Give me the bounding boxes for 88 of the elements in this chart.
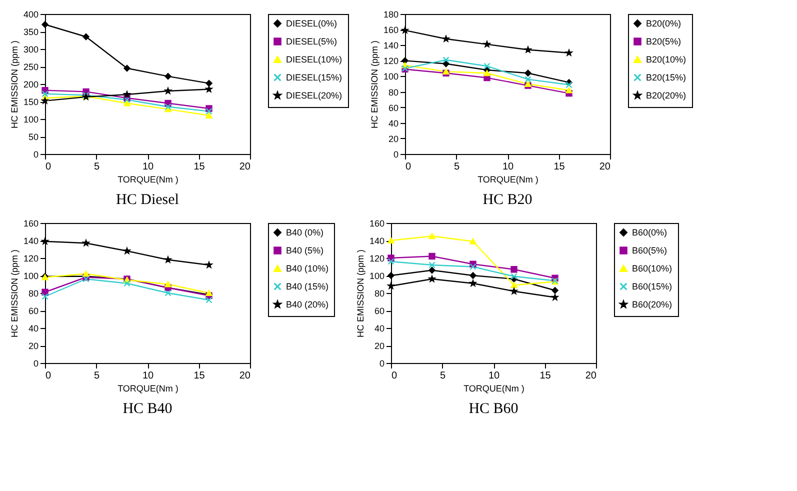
text: HC B60 — [468, 401, 518, 417]
legend-label: B20(0%) — [646, 18, 682, 28]
y-tick-label: 40 — [388, 118, 398, 128]
y-tick-label: 100 — [23, 114, 38, 124]
legend-label: DIESEL(15%) — [286, 72, 342, 82]
legend-label: B60(10%) — [632, 264, 672, 274]
legend-label: B20(5%) — [646, 36, 682, 46]
y-tick-label: 200 — [23, 80, 38, 90]
x-tick-label: 5 — [94, 370, 100, 382]
y-tick-label: 140 — [383, 40, 398, 51]
legend-label: B40 (5%) — [286, 246, 324, 256]
y-tick-label: 0 — [393, 150, 398, 160]
x-tick-label: 15 — [194, 162, 206, 172]
x-tick-label: 5 — [440, 370, 446, 382]
y-tick-label: 80 — [374, 288, 384, 298]
x-tick-label: 15 — [554, 162, 566, 172]
x-axis-title: TORQUE(Nm ) — [464, 384, 524, 394]
y-axis-title: HC EMISSION (ppm ) — [355, 249, 366, 338]
x-tick-label: 10 — [142, 162, 154, 172]
y-tick-label: 250 — [23, 62, 38, 72]
y-tick-label: 100 — [383, 72, 398, 82]
y-tick-label: 100 — [369, 271, 384, 281]
text: HC B20 — [482, 192, 532, 208]
y-tick-label: 140 — [369, 236, 384, 246]
legend-label: B20(15%) — [646, 72, 686, 82]
y-tick-label: 120 — [23, 254, 38, 264]
legend-label: B40 (0%) — [286, 228, 324, 238]
y-tick-label: 160 — [383, 25, 398, 36]
x-tick-label: 10 — [488, 370, 500, 382]
x-axis-title: TORQUE(Nm ) — [478, 174, 538, 184]
y-tick-label: 300 — [23, 44, 38, 54]
legend-label: DIESEL(10%) — [286, 54, 342, 64]
legend-label: B60(0%) — [632, 228, 668, 238]
y-tick-label: 160 — [369, 218, 384, 228]
legend-label: B60(5%) — [632, 246, 668, 256]
x-tick-label: 20 — [239, 370, 251, 382]
x-tick-label: 20 — [585, 370, 597, 382]
legend-label: B40 (15%) — [286, 282, 329, 292]
x-tick-label: 15 — [540, 370, 552, 382]
x-tick-label: 10 — [142, 370, 154, 382]
x-tick-label: 5 — [94, 162, 100, 172]
y-tick-label: 100 — [23, 271, 38, 281]
y-tick-label: 60 — [28, 306, 38, 316]
text: HC B40 — [122, 401, 172, 417]
y-axis-title: HC EMISSION (ppm ) — [9, 249, 20, 338]
x-tick-label: 0 — [46, 162, 52, 172]
x-axis-title: TORQUE(Nm ) — [118, 174, 178, 184]
legend-label: DIESEL(5%) — [286, 36, 338, 46]
y-tick-label: 40 — [374, 324, 384, 334]
y-tick-label: 20 — [388, 134, 398, 144]
legend-label: B60(20%) — [632, 300, 672, 310]
y-tick-label: 160 — [23, 218, 38, 228]
y-tick-label: 120 — [383, 56, 398, 66]
legend-label: DIESEL(20%) — [286, 90, 342, 100]
y-tick-label: 400 — [23, 10, 38, 20]
y-tick-label: 20 — [28, 341, 38, 351]
y-tick-label: 0 — [33, 358, 38, 368]
x-tick-label: 5 — [454, 162, 460, 172]
text: HC Diesel — [116, 192, 179, 208]
y-tick-label: 50 — [28, 132, 38, 142]
x-axis-title: TORQUE(Nm ) — [118, 384, 178, 394]
y-tick-label: 180 — [383, 10, 398, 20]
legend-label: B40 (10%) — [286, 264, 329, 274]
x-tick-label: 15 — [194, 370, 206, 382]
x-tick-label: 0 — [406, 162, 412, 172]
y-axis-title: HC EMISSION (ppm ) — [369, 40, 380, 129]
y-tick-label: 0 — [379, 358, 384, 368]
legend-label: B20(20%) — [646, 90, 686, 100]
y-tick-label: 80 — [388, 87, 398, 98]
legend-label: B20(10%) — [646, 54, 686, 64]
y-tick-label: 40 — [28, 324, 38, 334]
legend-label: DIESEL(0%) — [286, 18, 338, 28]
y-tick-label: 20 — [374, 341, 384, 351]
y-tick-label: 60 — [388, 102, 398, 113]
y-axis-title: HC EMISSION (ppm ) — [9, 40, 20, 129]
x-tick-label: 10 — [502, 162, 514, 172]
y-tick-label: 120 — [369, 254, 384, 264]
x-tick-label: 20 — [599, 162, 611, 172]
x-tick-label: 20 — [239, 162, 251, 172]
y-tick-label: 0 — [33, 150, 38, 160]
y-tick-label: 80 — [28, 288, 38, 298]
legend-label: B40 (20%) — [286, 300, 329, 310]
y-tick-label: 350 — [23, 27, 38, 37]
legend-label: B60(15%) — [632, 282, 672, 292]
x-tick-label: 0 — [46, 370, 52, 382]
y-tick-label: 60 — [374, 306, 384, 316]
y-tick-label: 140 — [23, 236, 38, 246]
y-tick-label: 150 — [23, 97, 38, 107]
